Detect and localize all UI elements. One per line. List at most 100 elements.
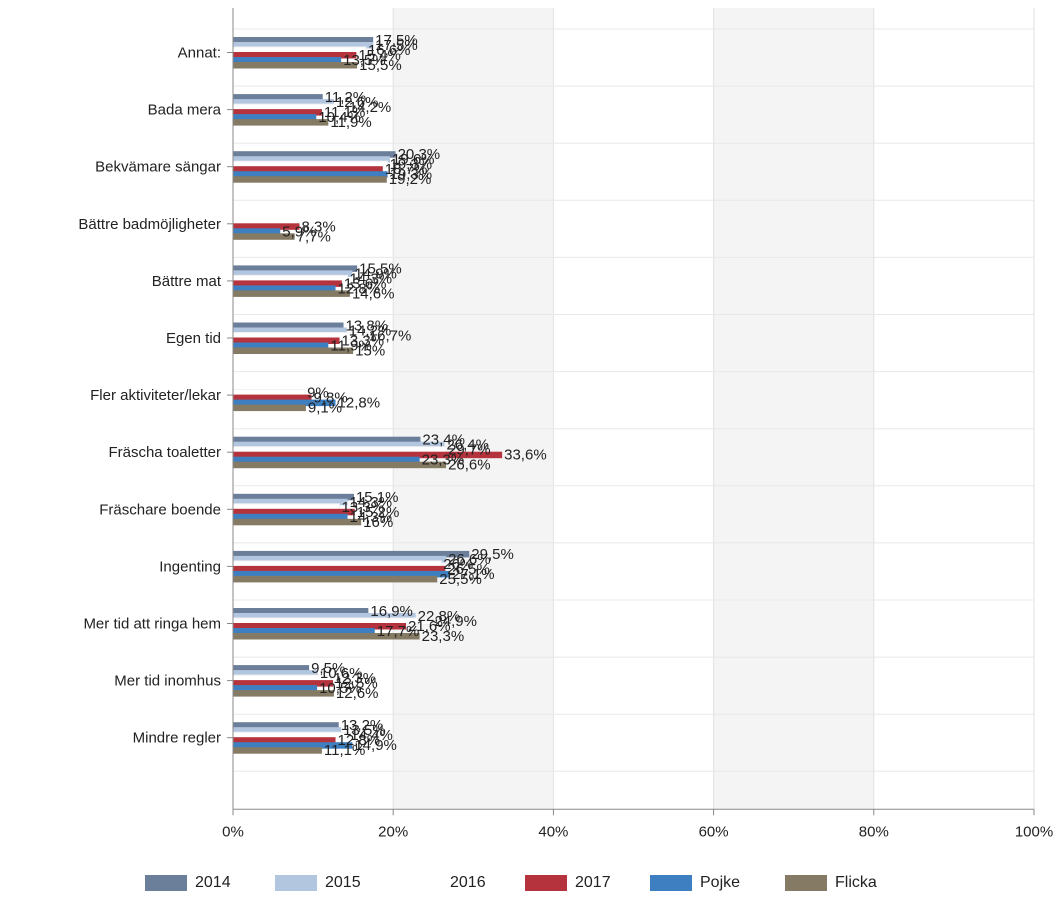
legend-label: 2015 — [325, 874, 361, 891]
category-label: Annat: — [178, 45, 221, 62]
bar — [233, 171, 388, 178]
category-label: Fräschare boende — [99, 501, 221, 518]
data-label: 21,6% — [408, 618, 451, 635]
bar — [233, 342, 329, 349]
data-label: 15,1% — [356, 489, 399, 506]
legend-swatch — [525, 875, 567, 891]
legend-item[interactable]: 2014 — [145, 868, 231, 898]
legend-label: Pojke — [700, 874, 741, 891]
bar — [233, 456, 420, 464]
bar — [233, 399, 336, 407]
data-label: 12,8% — [338, 732, 381, 749]
bar — [233, 498, 348, 506]
bar — [233, 575, 438, 583]
legend-item[interactable]: Flicka — [785, 868, 877, 898]
category-label: Fräscha toaletter — [108, 444, 221, 461]
bar — [233, 685, 318, 692]
data-label: 23,3% — [422, 452, 465, 469]
data-label: 19,2% — [389, 171, 432, 188]
bar — [233, 747, 322, 754]
bar — [233, 613, 416, 620]
legend-label: 2016 — [450, 874, 486, 891]
data-label: 12,8% — [338, 395, 381, 412]
data-label: 24,9% — [434, 613, 477, 630]
data-label: 16,6% — [368, 42, 411, 59]
data-label: 27,1% — [452, 566, 495, 583]
legend-item[interactable]: 2015 — [275, 868, 361, 898]
bars — [232, 37, 503, 754]
data-label: 13,3% — [342, 333, 385, 350]
bar — [233, 347, 354, 354]
data-label: 11,9% — [330, 338, 371, 355]
data-label: 7,7% — [297, 228, 331, 245]
bar — [233, 270, 353, 277]
data-label: 14,4% — [350, 727, 393, 744]
x-tick-label: 60% — [699, 823, 729, 840]
data-label: 9,8% — [313, 390, 347, 407]
bar — [233, 52, 357, 59]
x-tick-label: 20% — [378, 823, 408, 840]
bar — [233, 742, 353, 749]
data-label: 19,3% — [390, 156, 433, 173]
data-label: 11,9% — [330, 114, 371, 131]
category-label: Ingenting — [159, 558, 221, 575]
data-label: 10,4% — [318, 109, 361, 126]
bar — [233, 565, 446, 573]
plot-band — [393, 8, 554, 810]
bar — [233, 327, 347, 334]
data-label: 5,9% — [282, 223, 316, 240]
data-label: 17,5% — [375, 37, 418, 54]
bar — [233, 223, 300, 230]
bar — [233, 493, 354, 501]
bar — [233, 727, 342, 734]
data-label: 26,5% — [447, 561, 490, 578]
legend-swatch — [650, 875, 692, 891]
data-label: 9,5% — [311, 660, 345, 677]
data-label: 11,1% — [324, 742, 365, 759]
bar — [233, 680, 334, 687]
bar — [233, 114, 317, 121]
bar — [233, 285, 336, 292]
axes — [227, 8, 1035, 816]
category-label: Mer tid att ringa hem — [83, 616, 221, 633]
data-labels: 17,5%17,5%16,6%15,4%13,5%15,5%11,2%12,6%… — [282, 32, 546, 759]
data-label: 14,3% — [350, 270, 393, 287]
bar — [233, 690, 334, 697]
legend-item[interactable]: 2017 — [525, 868, 611, 898]
plot-background — [393, 8, 874, 810]
bar — [233, 62, 358, 69]
data-label: 15,4% — [358, 47, 401, 64]
data-label: 14,9% — [354, 265, 397, 282]
data-label: 26% — [443, 556, 473, 573]
bar — [233, 508, 355, 516]
data-label: 11,2% — [325, 89, 366, 106]
bar — [233, 441, 445, 449]
bar — [233, 518, 362, 526]
legend-item[interactable]: 2016 — [400, 868, 486, 898]
data-label: 18,7% — [385, 161, 428, 178]
bar — [233, 451, 503, 459]
bar — [233, 623, 407, 630]
category-label: Bättre mat — [152, 273, 222, 290]
legend-item[interactable]: Pojke — [650, 868, 740, 898]
data-label: 15,5% — [359, 260, 402, 277]
category-label: Mindre regler — [133, 730, 221, 747]
data-label: 22,8% — [418, 608, 461, 625]
data-label: 29,7% — [448, 442, 491, 459]
data-label: 14,2% — [349, 323, 392, 340]
bar — [233, 628, 375, 635]
data-label: 13,5% — [343, 52, 386, 69]
data-label: 14,3% — [350, 509, 393, 526]
bar — [233, 722, 339, 729]
data-label: 14,9% — [354, 737, 397, 754]
data-label: 9% — [307, 385, 329, 402]
category-label: Bekvämare sängar — [95, 159, 221, 176]
bar — [233, 737, 336, 744]
data-label: 14,2% — [349, 99, 392, 116]
legend-swatch — [400, 875, 442, 891]
bar — [233, 633, 420, 640]
category-labels: Annat: Bada mera Bekvämare sängar Bättre ba… — [78, 45, 221, 747]
bar — [233, 37, 374, 44]
data-label: 13,6% — [344, 275, 387, 292]
data-label: 10,5% — [319, 680, 362, 697]
